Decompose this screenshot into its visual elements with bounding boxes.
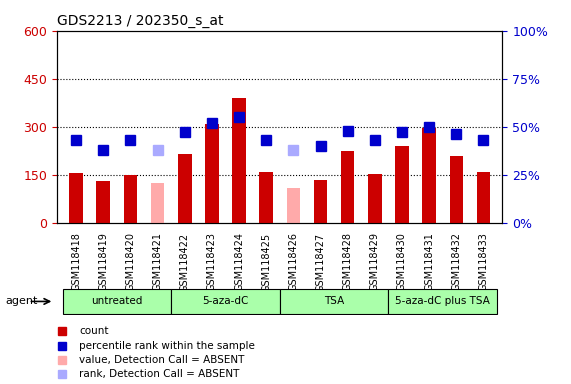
Text: 5-aza-dC plus TSA: 5-aza-dC plus TSA — [395, 296, 490, 306]
Bar — [368, 174, 381, 223]
Bar — [259, 172, 273, 223]
Bar — [395, 146, 409, 223]
Text: 5-aza-dC: 5-aza-dC — [202, 296, 248, 306]
Text: rank, Detection Call = ABSENT: rank, Detection Call = ABSENT — [79, 369, 240, 379]
Bar — [341, 151, 355, 223]
Text: value, Detection Call = ABSENT: value, Detection Call = ABSENT — [79, 355, 245, 365]
Bar — [151, 183, 164, 223]
Bar — [232, 98, 246, 223]
FancyBboxPatch shape — [63, 290, 171, 313]
Bar — [449, 156, 463, 223]
Bar — [178, 154, 191, 223]
Bar — [313, 180, 327, 223]
Text: untreated: untreated — [91, 296, 143, 306]
Bar — [477, 172, 490, 223]
Bar — [287, 187, 300, 223]
FancyBboxPatch shape — [280, 290, 388, 313]
Bar — [205, 124, 219, 223]
Text: GDS2213 / 202350_s_at: GDS2213 / 202350_s_at — [57, 14, 224, 28]
FancyBboxPatch shape — [171, 290, 280, 313]
Text: agent: agent — [6, 296, 38, 306]
Bar — [423, 128, 436, 223]
Text: count: count — [79, 326, 109, 336]
FancyBboxPatch shape — [388, 290, 497, 313]
Bar — [124, 175, 137, 223]
Bar — [96, 181, 110, 223]
Text: percentile rank within the sample: percentile rank within the sample — [79, 341, 255, 351]
Bar — [69, 173, 83, 223]
Text: TSA: TSA — [324, 296, 344, 306]
